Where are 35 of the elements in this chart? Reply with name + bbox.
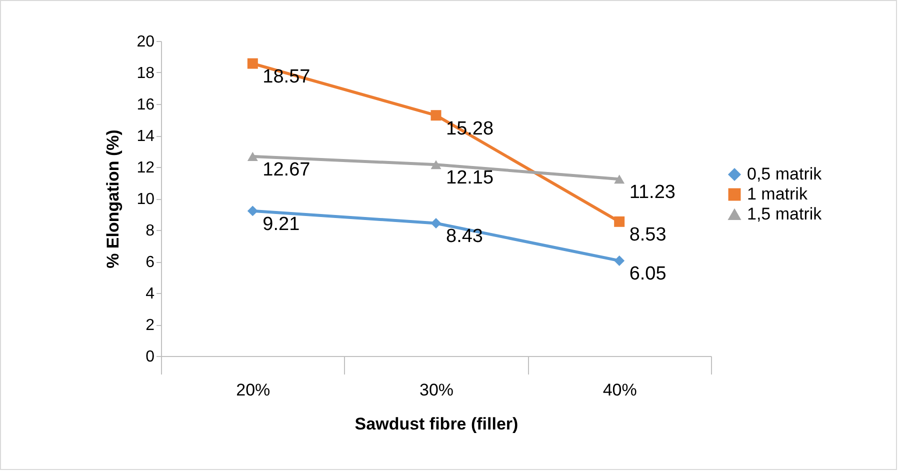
data-label: 12.15 (446, 168, 494, 189)
y-tick-label: 8 (146, 222, 155, 240)
y-tick-label: 20 (136, 34, 155, 50)
data-label: 12.67 (262, 159, 310, 180)
data-label: 9.21 (262, 214, 300, 235)
point (614, 174, 625, 184)
y-tick-label: 18 (136, 65, 155, 82)
y-tick-label: 2 (146, 317, 155, 334)
data-label: 8.53 (629, 224, 666, 246)
point (247, 206, 258, 216)
y-tick-label: 16 (136, 96, 155, 114)
y-tick-label: 0 (146, 348, 155, 366)
point (430, 110, 442, 121)
y-tick-label: 12 (136, 160, 155, 176)
data-label: 11.23 (629, 182, 676, 204)
data-label: 8.43 (446, 226, 483, 248)
point (430, 160, 442, 170)
legend-label: 1,5 matrik (747, 204, 822, 224)
y-tick-label: 4 (146, 286, 155, 302)
x-tick-label: 20% (236, 380, 270, 400)
y-tick-label: 14 (136, 128, 155, 145)
y-tick-label: 6 (146, 254, 155, 271)
point (247, 152, 258, 161)
point (614, 255, 625, 266)
point (614, 216, 625, 227)
legend-label: 1 matrik (747, 184, 808, 204)
x-tick-label: 40% (602, 380, 637, 400)
data-label: 6.05 (629, 264, 666, 285)
y-tick-label: 10 (136, 191, 155, 208)
legend-label: 0,5 matrik (747, 164, 822, 184)
y-axis-title: % Elongation (%) (104, 130, 123, 268)
x-tick-label: 30% (419, 380, 454, 400)
x-axis-title: Sawdust fibre (filler) (354, 414, 518, 434)
point (247, 58, 258, 69)
point (430, 218, 442, 228)
